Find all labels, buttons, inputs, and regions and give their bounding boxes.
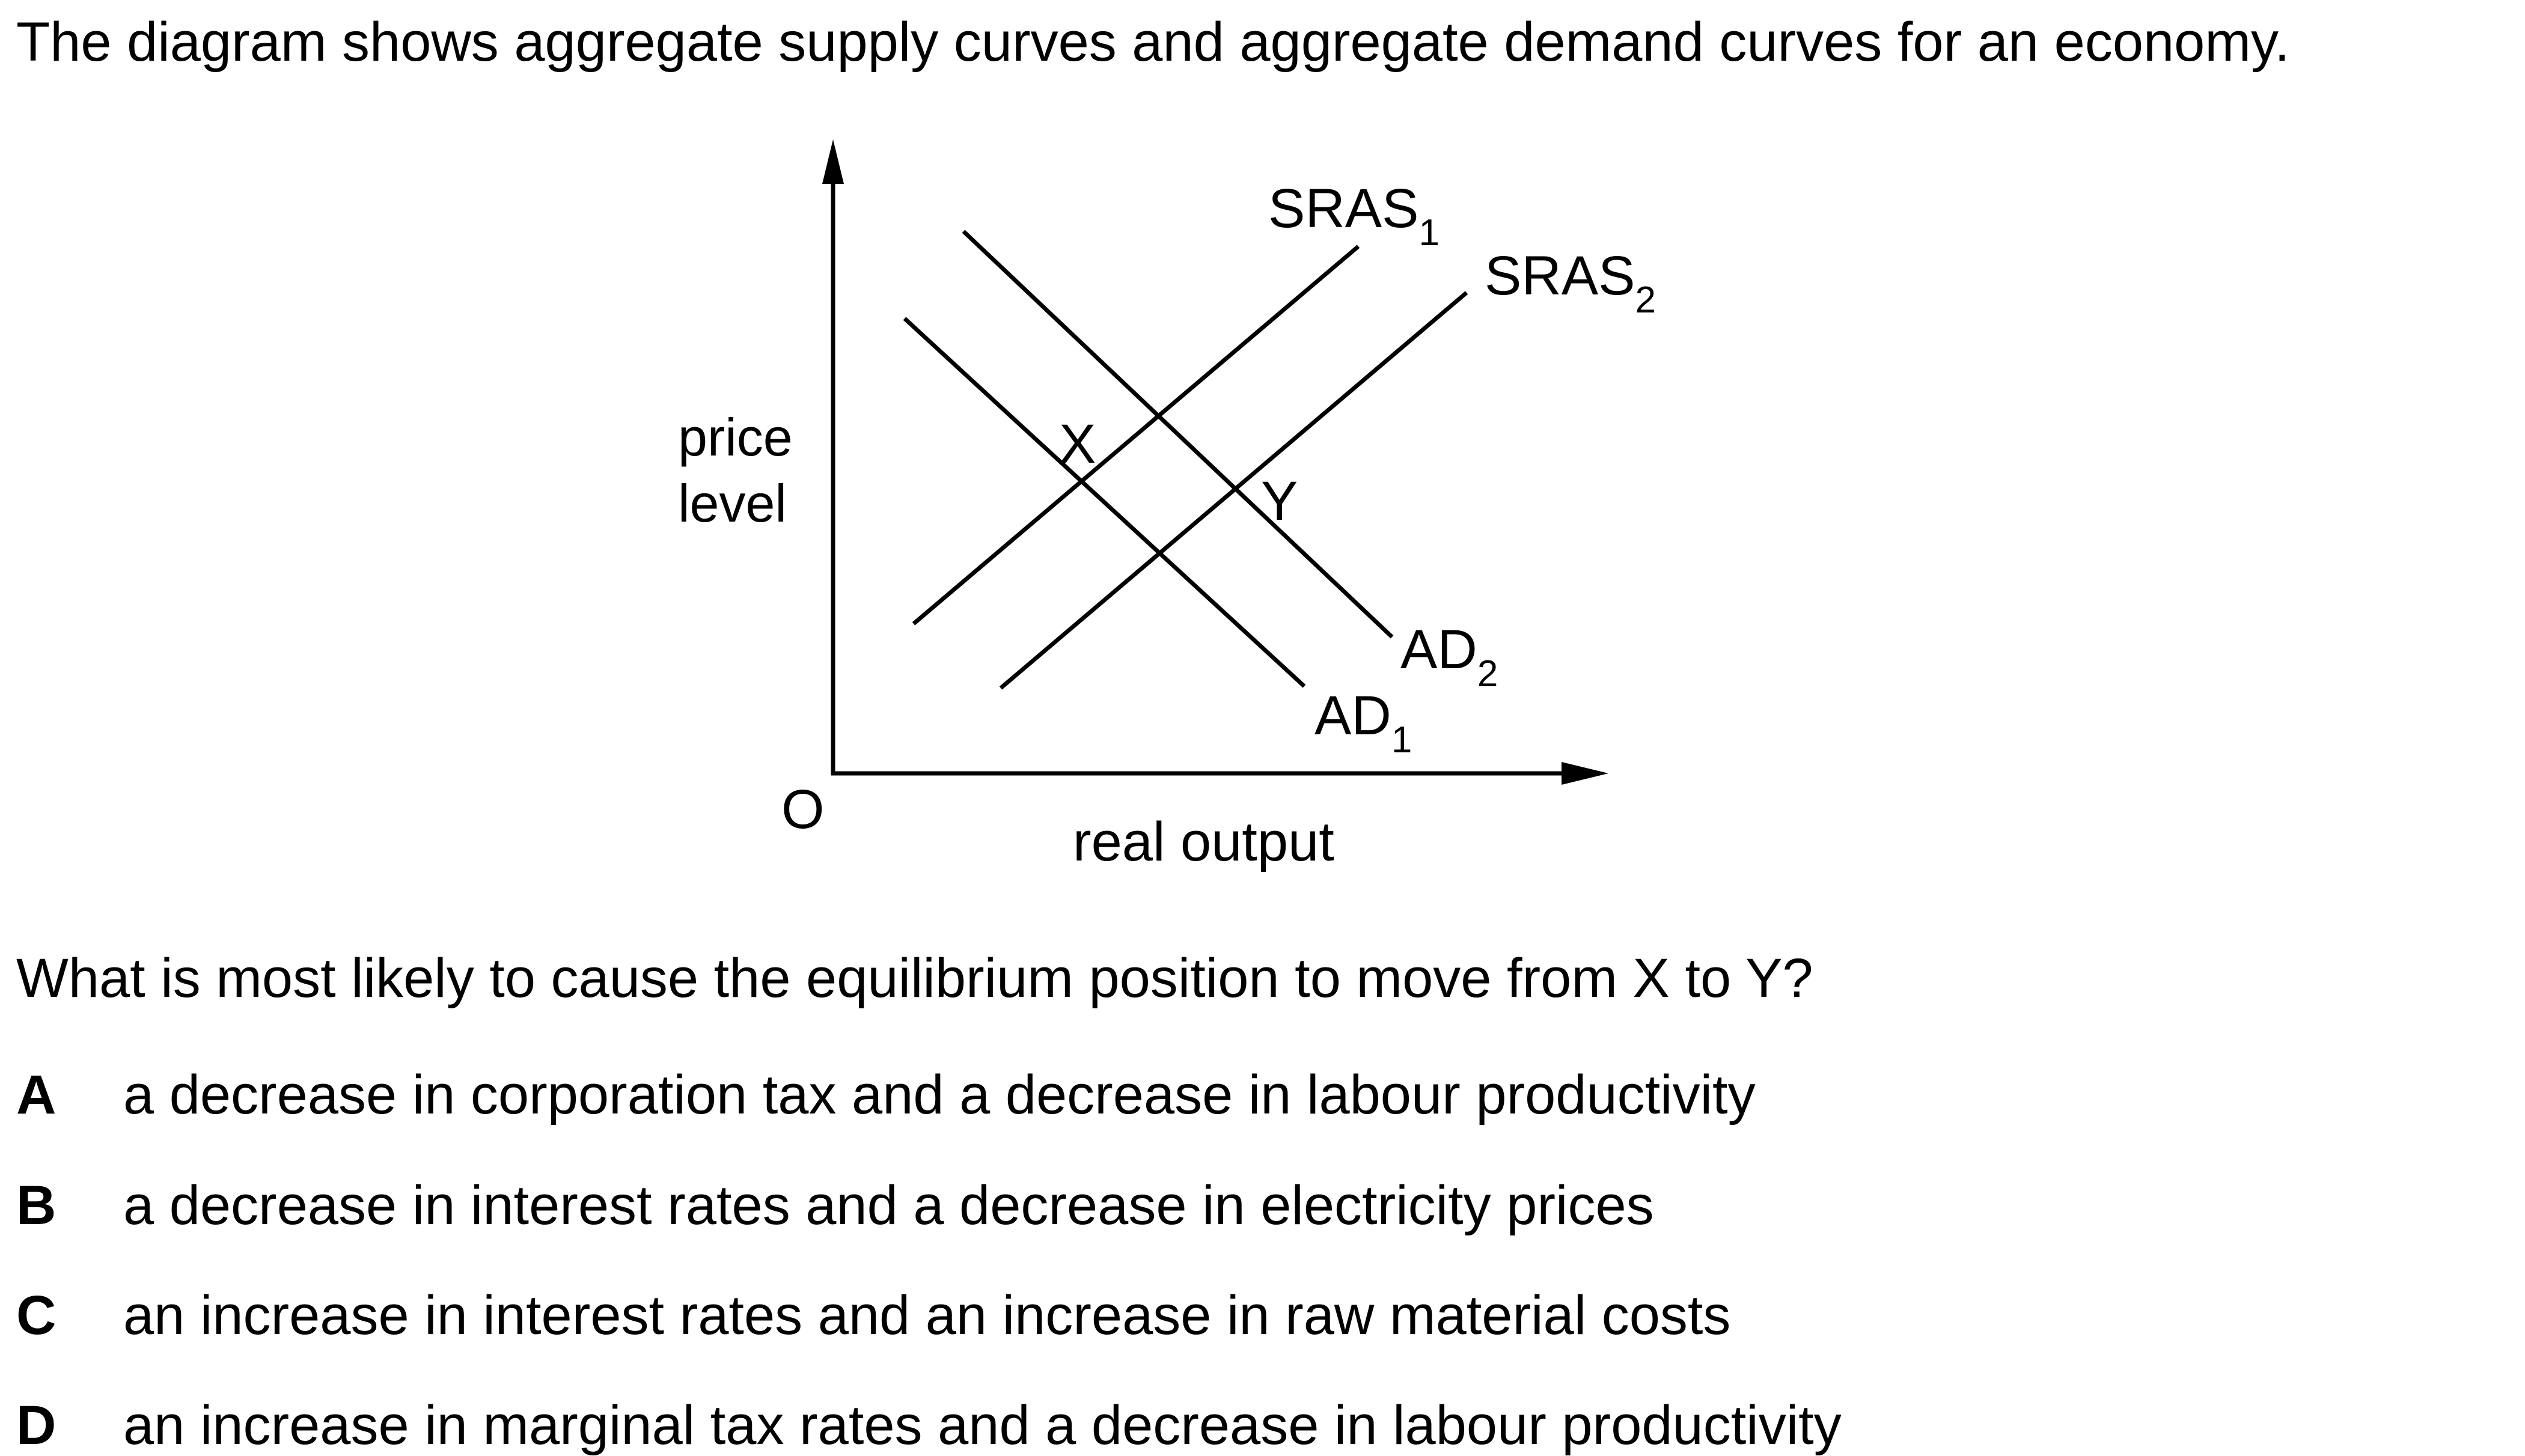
sras1-label-main: SRAS xyxy=(1268,178,1419,239)
sras2-label-main: SRAS xyxy=(1485,245,1635,306)
ad1-label: AD1 xyxy=(1314,685,1412,761)
point-y-label: Y xyxy=(1261,471,1298,532)
sras1-label: SRAS1 xyxy=(1268,178,1440,254)
sras2-curve xyxy=(999,291,1468,690)
ad1-label-main: AD xyxy=(1314,685,1391,746)
option-letter: C xyxy=(16,1285,56,1346)
ad2-curve xyxy=(962,230,1394,639)
y-axis-label-line1: price xyxy=(678,407,793,467)
ad1-label-sub: 1 xyxy=(1391,719,1412,761)
sras2-label: SRAS2 xyxy=(1485,245,1656,321)
y-axis-arrowhead xyxy=(822,139,844,184)
point-x-label: X xyxy=(1059,413,1096,475)
ad-as-diagram: price level O real output X Y SRAS1 SRAS… xyxy=(678,139,1656,873)
question-stem: The diagram shows aggregate supply curve… xyxy=(16,11,2290,73)
sras2-label-sub: 2 xyxy=(1635,279,1656,321)
ad2-label: AD2 xyxy=(1400,619,1498,695)
option-text: a decrease in interest rates and a decre… xyxy=(123,1175,1654,1236)
option-text: a decrease in corporation tax and a decr… xyxy=(123,1064,1756,1126)
ad2-label-sub: 2 xyxy=(1477,653,1498,695)
option-letter: B xyxy=(16,1175,56,1236)
question-text: What is most likely to cause the equilib… xyxy=(16,948,1813,1009)
option-text: an increase in interest rates and an inc… xyxy=(123,1285,1731,1346)
option-letter: D xyxy=(16,1395,56,1456)
ad1-curve xyxy=(903,317,1306,688)
y-axis-label-line2: level xyxy=(678,474,787,533)
x-axis-arrowhead xyxy=(1562,762,1608,785)
option-letter: A xyxy=(16,1064,56,1126)
sras1-curve xyxy=(912,245,1360,626)
origin-label: O xyxy=(781,779,825,840)
ad2-label-main: AD xyxy=(1400,619,1477,680)
option-text: an increase in marginal tax rates and a … xyxy=(123,1395,1842,1456)
x-axis-label: real output xyxy=(1073,811,1334,873)
sras1-label-sub: 1 xyxy=(1419,212,1440,254)
